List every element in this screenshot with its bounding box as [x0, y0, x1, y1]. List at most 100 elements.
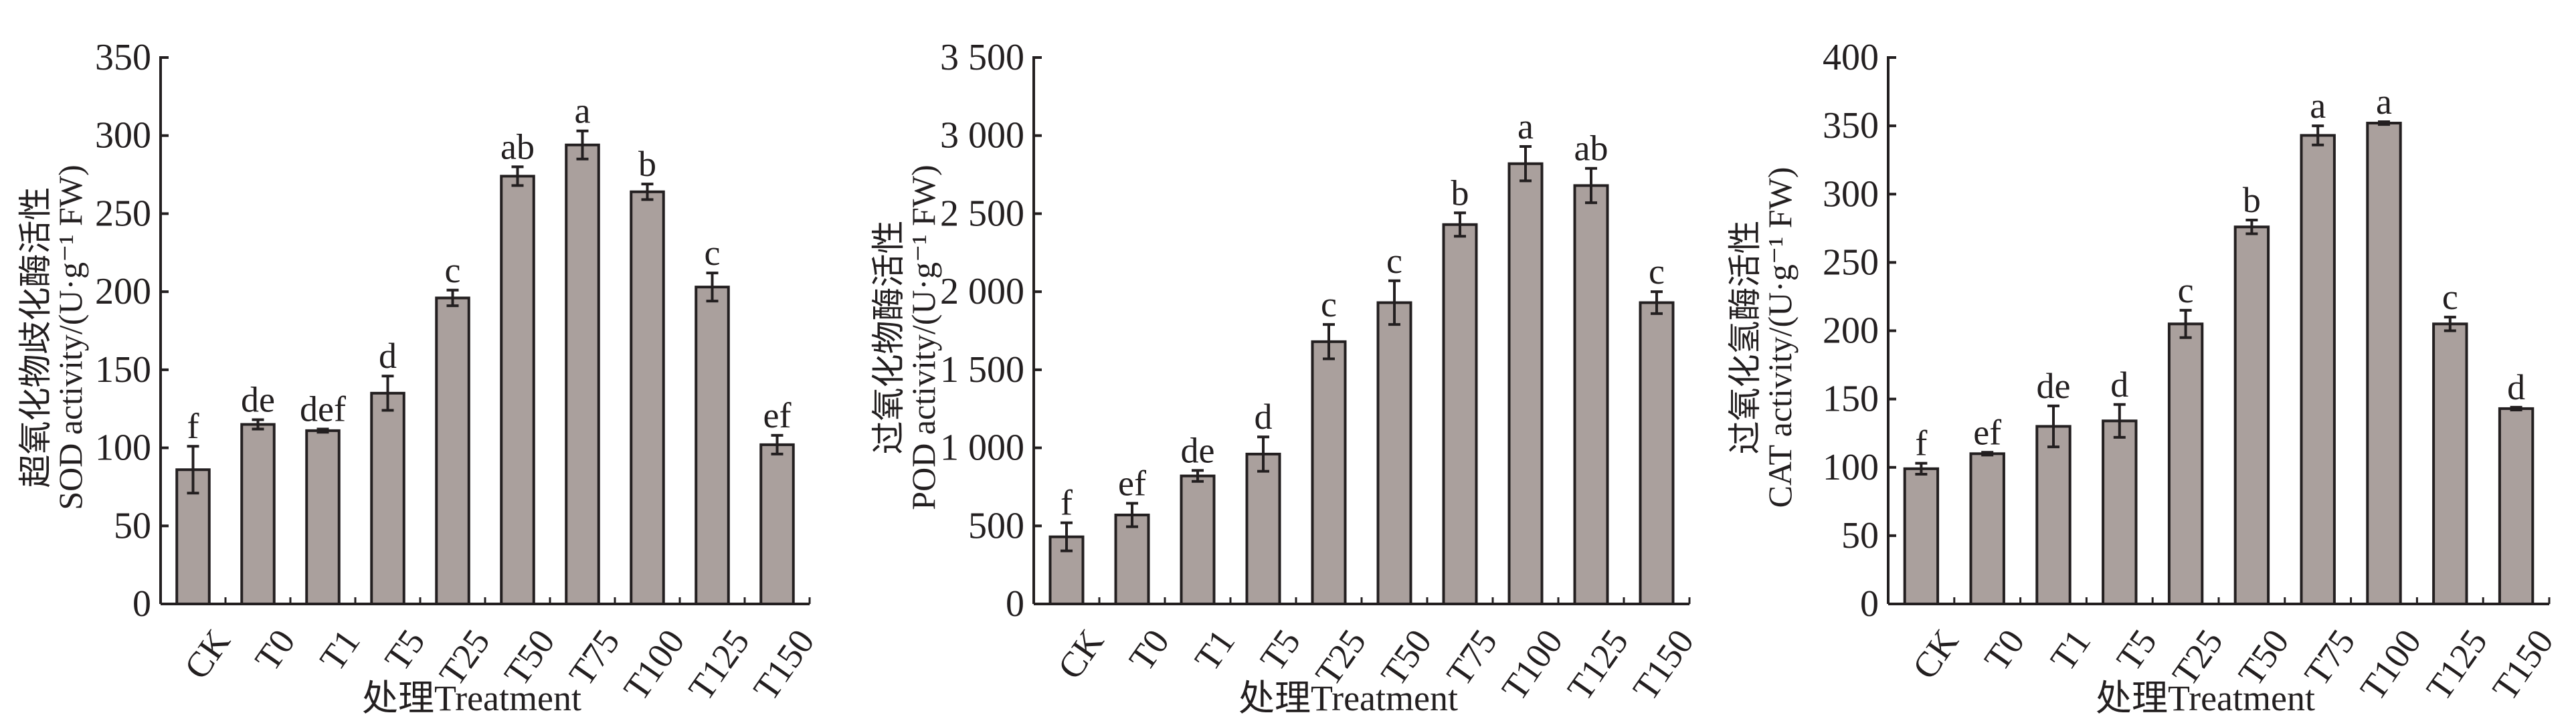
significance-letter: d — [379, 336, 397, 376]
y-tick-label: 50 — [1841, 515, 1879, 556]
bar-T75 — [1442, 223, 1478, 606]
y-tick-label: 300 — [1823, 173, 1879, 215]
x-tick-label: CK — [1050, 622, 1111, 686]
chart-panel-sod: 050100150200250300350fCKdeT0defT1dT5cT25… — [17, 37, 822, 718]
bar-T1 — [2035, 425, 2072, 605]
bar-T150 — [759, 443, 795, 605]
significance-letter: de — [2037, 366, 2071, 406]
y-tick-label: 350 — [1823, 105, 1879, 146]
significance-letter: ab — [1574, 128, 1608, 169]
x-tick-label: T0 — [1121, 622, 1178, 678]
y-tick-label: 200 — [1823, 310, 1879, 352]
y-tick-label: 200 — [95, 271, 151, 312]
significance-letter: a — [1517, 106, 1534, 146]
y-tick-label: 150 — [1823, 379, 1879, 420]
significance-letter: de — [241, 380, 275, 420]
bar-T125 — [1573, 184, 1609, 605]
bar-T75 — [2300, 134, 2336, 606]
bar-T100 — [2366, 122, 2402, 606]
significance-letter: b — [638, 144, 656, 184]
significance-letter: d — [2507, 367, 2525, 407]
significance-letter: c — [1649, 251, 1665, 292]
y-tick-label: 1 000 — [940, 427, 1024, 469]
bar-T1 — [305, 429, 341, 605]
bar-T5 — [370, 391, 405, 605]
significance-letter: c — [2178, 270, 2194, 310]
significance-letter: d — [1255, 397, 1273, 437]
bar-T25 — [2167, 322, 2204, 605]
x-tick-label: T150 — [2484, 622, 2561, 708]
significance-letter: ef — [763, 395, 792, 435]
x-tick-label: T150 — [745, 622, 822, 708]
bar-T125 — [2432, 322, 2468, 605]
significance-letter: d — [2110, 365, 2128, 405]
x-tick-label: T125 — [680, 622, 757, 708]
y-tick-label: 2 500 — [940, 193, 1024, 234]
bar-T100 — [1507, 162, 1544, 605]
significance-letter: ef — [1973, 412, 2001, 452]
y-axis-title-cn: 超氧化物歧化酶活性 — [17, 187, 54, 488]
y-axis-title-cn: 过氧化氢酶活性 — [1726, 221, 1764, 455]
significance-letter: b — [1451, 173, 1469, 213]
chart-panel-pod: 0 500 1 000 1 500 2 000 2 500 3 000 3 500 f CK ef T… — [870, 37, 1701, 718]
bar-T50 — [500, 175, 535, 605]
x-tick-label: CK — [1904, 622, 1966, 686]
y-tick-label: 50 — [114, 505, 151, 546]
x-tick-label: T0 — [1976, 622, 2033, 678]
significance-letter: a — [575, 91, 591, 131]
y-tick-label: 0 — [1860, 583, 1879, 625]
y-tick-label: 250 — [1823, 241, 1879, 283]
bar-T100 — [630, 190, 665, 605]
bar-T0 — [1114, 513, 1150, 606]
x-tick-label: T1 — [1187, 622, 1243, 678]
significance-letter: f — [187, 406, 199, 446]
y-tick-label: 100 — [1823, 447, 1879, 488]
y-tick-label: 300 — [95, 115, 151, 157]
bar-T0 — [240, 423, 276, 605]
y-tick-label: 2 000 — [940, 271, 1024, 312]
y-tick-label: 1 500 — [940, 349, 1024, 391]
x-tick-label: CK — [177, 622, 238, 686]
bar-T1 — [1180, 474, 1216, 605]
x-tick-label: T1 — [2043, 622, 2099, 678]
chart-panel-cat: 0 50 100 150 200 250 300 350 400 f CK ef T0 de T1 d T5 c T… — [1726, 37, 2561, 718]
x-tick-label: T5 — [2108, 622, 2165, 678]
bar-T125 — [695, 286, 730, 605]
bar-T5 — [2102, 419, 2138, 605]
bar-CK — [1903, 467, 1940, 605]
y-tick-label: 400 — [1823, 37, 1879, 78]
y-tick-label: 100 — [95, 427, 151, 469]
significance-letter: b — [2243, 180, 2261, 220]
significance-letter: a — [2310, 86, 2326, 126]
bar-T150 — [1639, 301, 1675, 605]
y-axis-title: POD activity/(U·g⁻¹ FW) — [905, 165, 942, 510]
y-axis-title-cn: 过氧化物酶活性 — [870, 221, 907, 455]
y-tick-label: 250 — [95, 193, 151, 234]
y-tick-label: 3 000 — [940, 115, 1024, 157]
significance-letter: ef — [1118, 463, 1146, 503]
bar-T5 — [1245, 452, 1281, 605]
bar-T0 — [1969, 452, 2005, 606]
significance-letter: de — [1181, 430, 1215, 470]
x-axis-title: 处理Treatment — [1238, 678, 1458, 718]
significance-letter: c — [445, 250, 461, 290]
bar-T25 — [1311, 340, 1347, 605]
y-tick-label: 150 — [95, 349, 151, 391]
bar-T25 — [435, 296, 470, 605]
x-tick-label: T100 — [616, 622, 693, 708]
bar-T50 — [2233, 225, 2270, 605]
y-axis-title: CAT activity/(U·g⁻¹ FW) — [1761, 167, 1799, 508]
significance-letter: def — [300, 389, 346, 429]
x-axis-title: 处理Treatment — [362, 678, 581, 718]
significance-letter: ab — [500, 126, 535, 167]
y-tick-label: 350 — [95, 37, 151, 78]
x-axis-title: 处理Treatment — [2096, 678, 2315, 718]
x-tick-label: T1 — [312, 622, 368, 678]
bar-T150 — [2498, 407, 2535, 605]
significance-letter: c — [1321, 284, 1337, 324]
x-tick-label: T5 — [1253, 622, 1309, 678]
y-tick-label: 3 500 — [940, 37, 1024, 78]
y-tick-label: 500 — [968, 505, 1024, 546]
significance-letter: c — [1386, 241, 1402, 281]
